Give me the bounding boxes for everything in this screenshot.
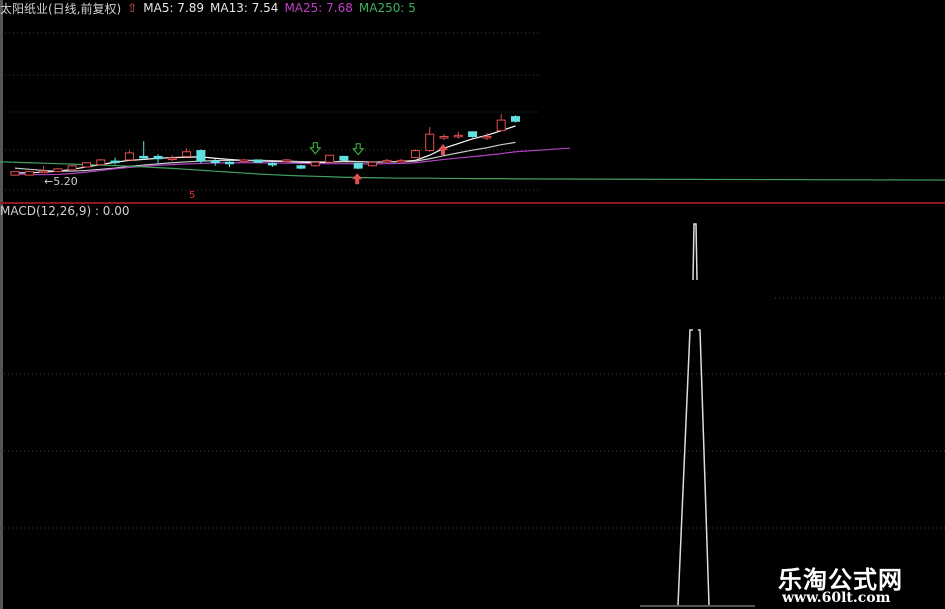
- candle: [110, 157, 120, 165]
- candle: [339, 155, 349, 162]
- candle-body: [353, 162, 363, 169]
- stock-title: 太阳纸业(日线,前复权): [0, 1, 122, 16]
- candle-body: [10, 171, 20, 176]
- candle: [53, 168, 63, 173]
- candle-body: [253, 159, 263, 163]
- candle: [82, 162, 91, 168]
- ma13-line: [14, 141, 516, 172]
- candle-body: [196, 150, 206, 162]
- signals: [309, 142, 448, 185]
- candle: [239, 158, 249, 162]
- candle-body: [453, 134, 463, 138]
- left-border: [0, 0, 3, 609]
- candle: [310, 161, 320, 167]
- candles: [10, 114, 520, 176]
- candle-body: [225, 161, 234, 165]
- candle-body: [24, 171, 34, 176]
- ma250-line: [0, 161, 945, 181]
- candle-body: [53, 168, 63, 173]
- candle: [67, 165, 77, 171]
- sell-arrow-icon: [309, 142, 322, 155]
- candle-body: [124, 152, 134, 161]
- macd-line-left: [677, 329, 693, 606]
- candle: [296, 164, 306, 170]
- candle-body: [210, 160, 220, 164]
- candle: [453, 131, 463, 139]
- buy-arrow-icon: [352, 173, 363, 185]
- candle-body: [496, 119, 506, 132]
- candle-body: [110, 160, 120, 164]
- candle-body: [267, 162, 277, 166]
- candle: [167, 155, 177, 162]
- candle-body: [39, 170, 49, 174]
- macd-line-right: [698, 329, 710, 606]
- candle: [325, 154, 335, 163]
- candle-body: [282, 159, 292, 162]
- candle-body: [167, 157, 177, 161]
- candle-body: [511, 116, 520, 122]
- candle-body: [296, 165, 306, 169]
- macd-plot: [640, 223, 755, 607]
- candle-body: [96, 159, 106, 166]
- candle: [282, 158, 292, 162]
- candle-body: [182, 151, 192, 157]
- candle: [39, 165, 49, 174]
- candle: [425, 127, 435, 152]
- ma250-value: MA250: 5: [358, 1, 416, 15]
- candle-body: [310, 161, 320, 167]
- candle: [353, 162, 363, 170]
- candle: [410, 149, 420, 159]
- chart-header: 太阳纸业(日线,前复权) ⇧ MA5: 7.89 MA13: 7.54 MA25…: [0, 0, 416, 16]
- watermark-url: www.60lt.com: [782, 590, 891, 606]
- candle: [382, 158, 392, 163]
- candle: [468, 131, 478, 138]
- candle-body: [239, 159, 249, 162]
- macd-label: MACD(12,26,9) : 0.00: [0, 204, 130, 218]
- candle: [496, 114, 506, 132]
- candle-body: [482, 136, 492, 139]
- candle: [210, 158, 220, 166]
- candle: [139, 141, 149, 160]
- arrow-up-icon: ⇧: [127, 1, 138, 15]
- gridlines: [0, 32, 945, 529]
- candle-body: [339, 155, 349, 161]
- candle: [124, 150, 134, 161]
- candle-body: [67, 165, 77, 171]
- candle: [482, 132, 492, 141]
- candle: [267, 162, 277, 167]
- candle: [396, 158, 406, 163]
- candle: [96, 158, 106, 166]
- candle: [439, 134, 449, 141]
- candle-body: [153, 155, 163, 160]
- candle: [182, 148, 192, 158]
- period-marker: 5: [189, 190, 196, 201]
- candle-body: [425, 133, 435, 152]
- candle-body: [382, 159, 392, 163]
- candle: [196, 149, 206, 164]
- sell-arrow-icon: [352, 143, 365, 156]
- macd-spike-top: [692, 223, 698, 281]
- candle-body: [325, 154, 335, 163]
- watermark-name: 乐淘公式网: [778, 565, 903, 594]
- candle: [153, 154, 163, 164]
- candle-body: [468, 131, 478, 138]
- candle-body: [439, 136, 449, 139]
- buy-arrow-icon: [438, 144, 448, 156]
- candle: [225, 159, 234, 167]
- candle: [10, 171, 20, 176]
- candle-body: [82, 162, 91, 168]
- candle: [24, 171, 34, 176]
- ma13-value: MA13: 7.54: [210, 1, 279, 15]
- candle-body: [139, 155, 149, 159]
- candle-body: [396, 159, 406, 163]
- ma5-value: MA5: 7.89: [143, 1, 205, 15]
- candle: [253, 159, 263, 163]
- low-price-marker: ←5.20: [44, 175, 78, 188]
- candle: [368, 161, 377, 167]
- candle-body: [410, 150, 420, 159]
- ma25-value: MA25: 7.68: [284, 1, 353, 15]
- candle-body: [368, 161, 377, 167]
- candle: [511, 115, 520, 123]
